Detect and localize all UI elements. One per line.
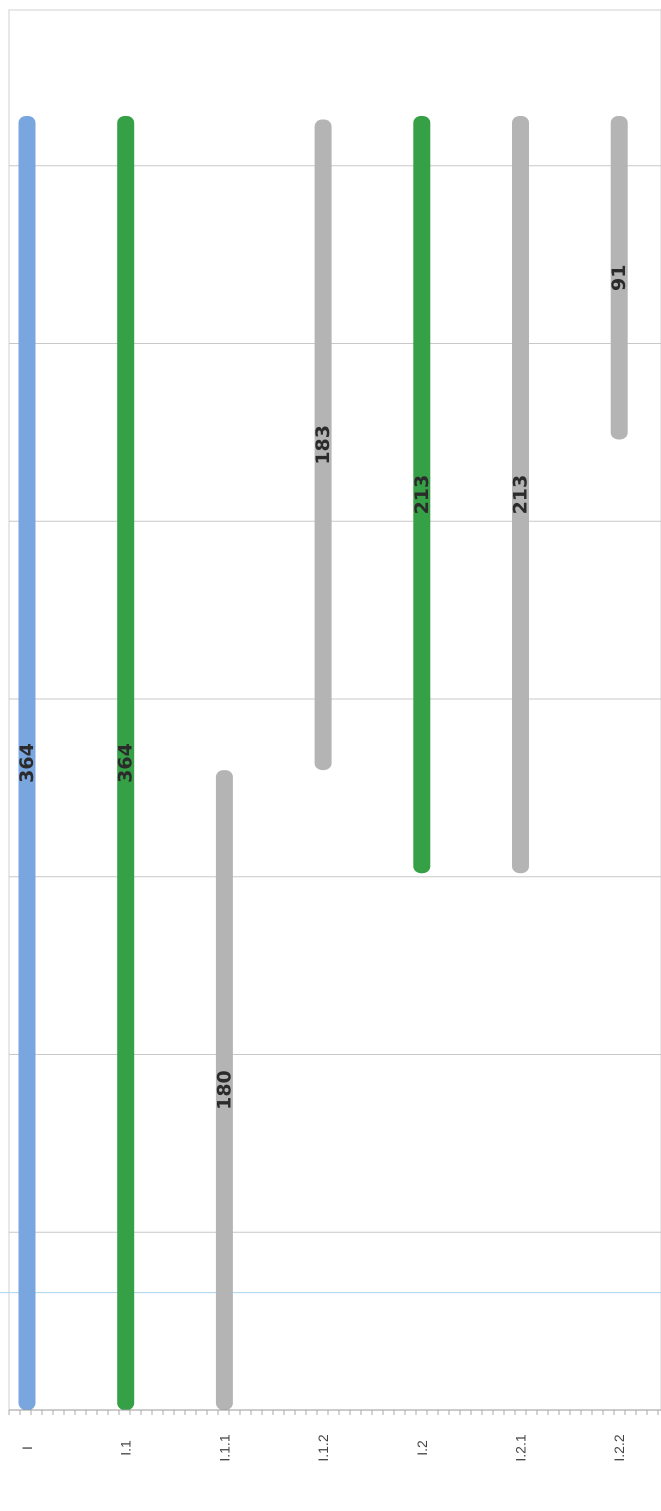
- category-label-I-2: I.2: [414, 1440, 430, 1456]
- category-label-I-1-1: I.1.1: [216, 1434, 232, 1461]
- category-label-I: I: [19, 1446, 35, 1450]
- bar-value-label-I-1-2: 183: [312, 425, 334, 465]
- bar-value-label-I-2-2: 91: [608, 265, 630, 291]
- category-axis: I I.1 I.1.1 I.1.2 I.2 I.2.1 I.2.2: [8, 1409, 661, 1462]
- category-label-I-2-1: I.2.1: [513, 1434, 529, 1461]
- category-label-I-1-2: I.1.2: [315, 1434, 331, 1461]
- bar-value-label-I-2-1: 213: [510, 475, 532, 515]
- bar-I-2-1: [512, 115, 529, 874]
- bar-I-1: [117, 115, 135, 1411]
- bar-value-label-I-1: 364: [115, 743, 137, 783]
- category-label-I-1: I.1: [118, 1440, 134, 1456]
- bar-value-label-I-2: 213: [411, 475, 433, 515]
- bars: 364 364 180 183 213 213 91: [16, 115, 630, 1411]
- bar-I-2-2: [610, 115, 628, 440]
- plot-area: [8, 9, 661, 1411]
- bar-value-label-I-1-1: 180: [213, 1070, 235, 1110]
- bar-I-2: [413, 115, 431, 874]
- bar-I-1-2: [314, 119, 332, 771]
- category-label-I-2-2: I.2.2: [611, 1434, 627, 1461]
- bar-I: [18, 115, 36, 1411]
- bar-I-1-1: [215, 770, 233, 1410]
- bar-value-label-I: 364: [16, 743, 38, 783]
